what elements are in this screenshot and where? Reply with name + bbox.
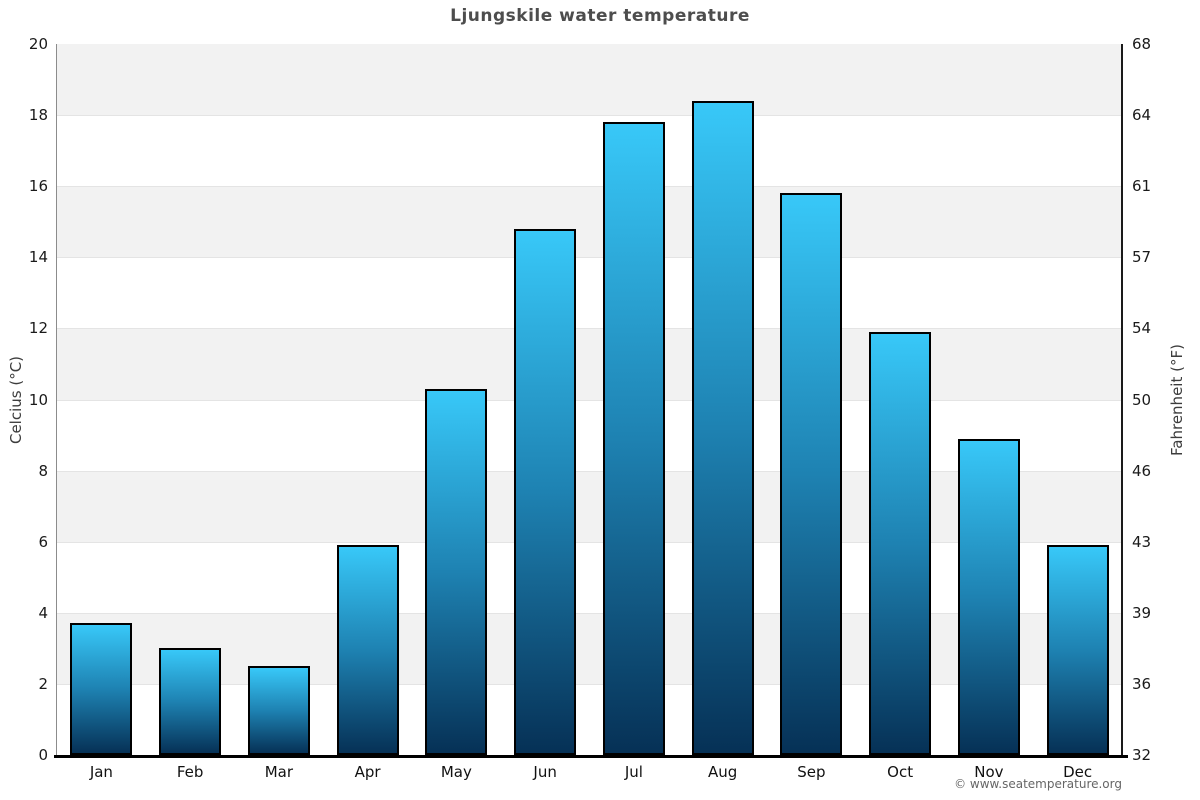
grid-band: [57, 328, 1122, 400]
gridline: [57, 257, 1122, 259]
y-tick-label-celsius: 18: [28, 106, 48, 125]
y-axis-line-right: [1121, 44, 1123, 755]
y-tick-label-celsius: 6: [38, 532, 48, 551]
y-tick-label-celsius: 16: [28, 177, 48, 196]
bar-nov: [957, 438, 1020, 755]
gridline: [57, 541, 1122, 543]
grid-band: [57, 541, 1122, 613]
y-tick-label-fahrenheit: 57: [1132, 248, 1152, 267]
y-tick-label-celsius: 12: [28, 319, 48, 338]
grid-band: [57, 186, 1122, 258]
y-tick-label-fahrenheit: 50: [1132, 390, 1152, 409]
x-tick-label-jun: Jun: [533, 763, 557, 781]
grid-band: [57, 399, 1122, 471]
x-tick-label-dec: Dec: [1063, 763, 1093, 781]
gridline: [57, 399, 1122, 401]
grid-band: [57, 683, 1122, 755]
y-tick-label-fahrenheit: 36: [1132, 674, 1152, 693]
y-axis-line-left: [56, 44, 57, 755]
y-tick-label-celsius: 10: [28, 390, 48, 409]
x-axis-line: [54, 755, 1128, 758]
grid-band: [57, 115, 1122, 187]
y-tick-label-celsius: 0: [38, 746, 48, 764]
bar-sep: [780, 193, 843, 755]
y-tick-label-fahrenheit: 61: [1132, 177, 1152, 196]
x-tick-label-oct: Oct: [887, 763, 914, 781]
bar-jul: [602, 122, 665, 755]
x-tick-label-aug: Aug: [707, 763, 738, 781]
y-tick-label-fahrenheit: 46: [1132, 461, 1152, 480]
y-tick-label-celsius: 2: [38, 674, 48, 693]
grid-band: [57, 44, 1122, 116]
y-tick-label-fahrenheit: 68: [1132, 35, 1152, 53]
y-tick-label-fahrenheit: 64: [1132, 106, 1152, 125]
y-tick-label-celsius: 14: [28, 248, 48, 267]
copyright-text: © www.seatemperature.org: [954, 777, 1122, 791]
chart-title: Ljungskile water temperature: [450, 6, 750, 26]
y-tick-label-fahrenheit: 32: [1132, 746, 1152, 764]
grid-band: [57, 257, 1122, 329]
bar-mar: [247, 666, 310, 755]
y-tick-label-celsius: 4: [38, 603, 48, 622]
x-tick-label-jul: Jul: [624, 763, 643, 781]
y-tick-label-fahrenheit: 43: [1132, 532, 1152, 551]
y-tick-label-celsius: 20: [28, 35, 48, 53]
bar-dec: [1046, 545, 1109, 755]
gridline: [57, 470, 1122, 472]
gridline: [57, 328, 1122, 330]
bar-feb: [159, 648, 222, 755]
gridline: [57, 115, 1122, 117]
bar-may: [425, 388, 488, 755]
bar-aug: [691, 100, 754, 755]
grid-band: [57, 612, 1122, 684]
y-tick-label-fahrenheit: 39: [1132, 603, 1152, 622]
bar-oct: [869, 331, 932, 755]
gridline: [57, 683, 1122, 685]
x-tick-label-mar: Mar: [264, 763, 294, 781]
x-tick-label-sep: Sep: [797, 763, 826, 781]
bar-jan: [70, 623, 133, 755]
x-tick-label-jan: Jan: [89, 763, 113, 781]
x-tick-label-apr: Apr: [354, 763, 381, 781]
plot-area: [57, 44, 1122, 755]
gridline: [57, 612, 1122, 614]
x-tick-label-nov: Nov: [974, 763, 1004, 781]
x-tick-label-feb: Feb: [176, 763, 204, 781]
bar-jun: [514, 228, 577, 755]
grid-band: [57, 470, 1122, 542]
gridline: [57, 186, 1122, 188]
x-tick-label-may: May: [440, 763, 472, 781]
y-tick-label-celsius: 8: [38, 461, 48, 480]
y-tick-label-fahrenheit: 54: [1132, 319, 1152, 338]
bar-apr: [336, 545, 399, 755]
